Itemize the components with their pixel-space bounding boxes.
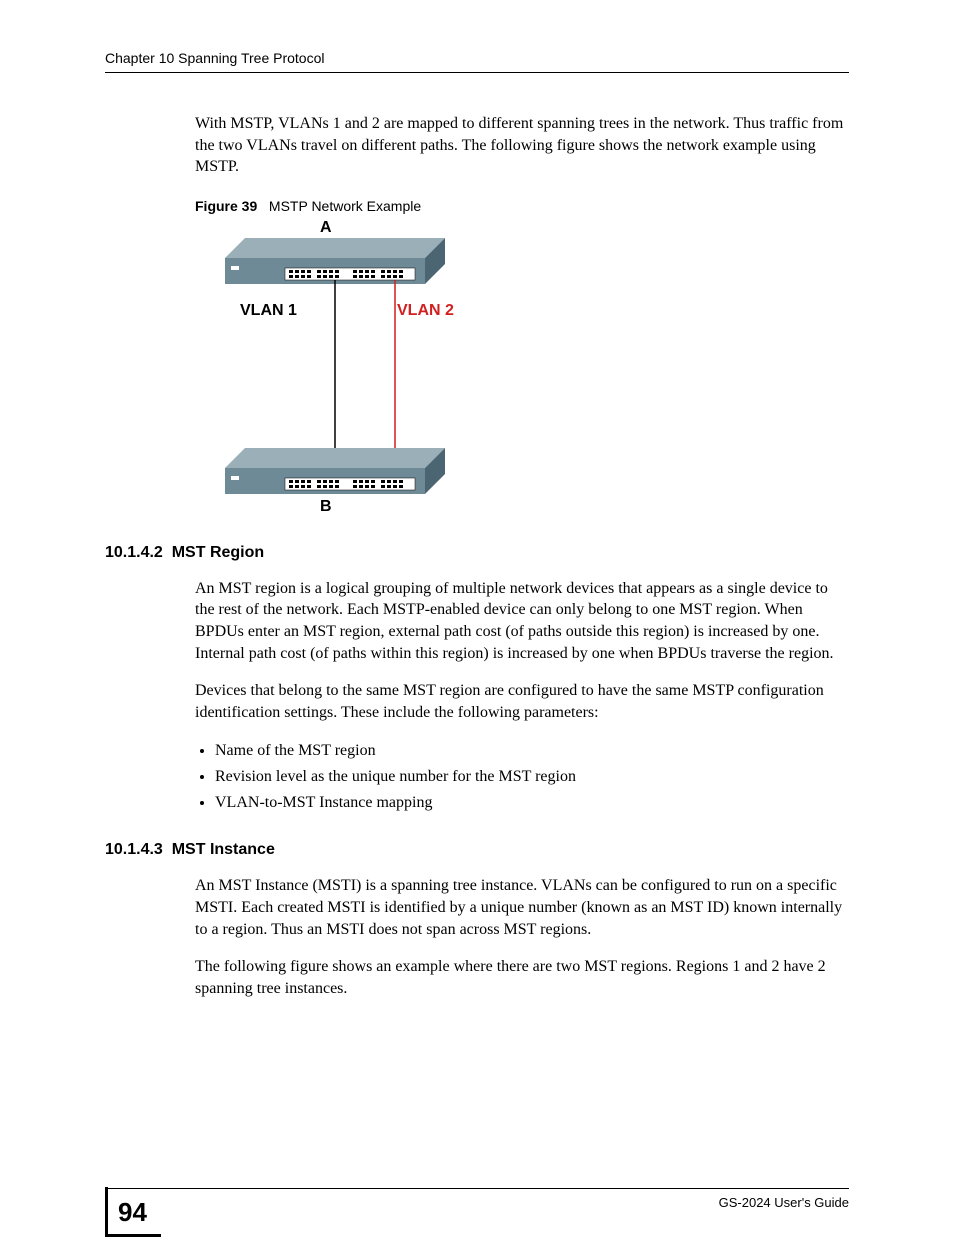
section-number: 10.1.4.2: [105, 544, 163, 561]
figure-caption: Figure 39 MSTP Network Example: [195, 198, 849, 214]
document-page: Chapter 10 Spanning Tree Protocol With M…: [0, 0, 954, 1235]
section-heading-mst-region: 10.1.4.2 MST Region: [105, 544, 849, 562]
page-number: 94: [105, 1187, 161, 1237]
list-item: Revision level as the unique number for …: [215, 765, 849, 789]
body-paragraph: An MST Instance (MSTI) is a spanning tre…: [195, 875, 849, 940]
body-paragraph: An MST region is a logical grouping of m…: [195, 578, 849, 664]
diagram-label-b: B: [320, 498, 332, 515]
section-title: MST Region: [172, 544, 264, 561]
figure-title: MSTP Network Example: [269, 198, 421, 214]
page-header: Chapter 10 Spanning Tree Protocol: [105, 50, 849, 73]
diagram-label-a: A: [320, 219, 332, 236]
bullet-list: Name of the MST region Revision level as…: [215, 739, 849, 815]
intro-paragraph: With MSTP, VLANs 1 and 2 are mapped to d…: [195, 113, 849, 178]
page-footer: 94 GS-2024 User's Guide: [105, 1188, 849, 1195]
section-heading-mst-instance: 10.1.4.3 MST Instance: [105, 841, 849, 859]
section-title: MST Instance: [172, 841, 275, 858]
switch-b-icon: [225, 448, 445, 494]
guide-name: GS-2024 User's Guide: [719, 1195, 849, 1210]
list-item: VLAN-to-MST Instance mapping: [215, 791, 849, 815]
mstp-network-diagram: A: [195, 218, 463, 518]
section-number: 10.1.4.3: [105, 841, 163, 858]
body-paragraph: The following figure shows an example wh…: [195, 956, 849, 999]
body-paragraph: Devices that belong to the same MST regi…: [195, 680, 849, 723]
figure-label: Figure 39: [195, 198, 257, 214]
vlan1-label: VLAN 1: [240, 302, 297, 319]
switch-a-icon: [225, 238, 445, 284]
list-item: Name of the MST region: [215, 739, 849, 763]
vlan2-label: VLAN 2: [397, 302, 454, 319]
